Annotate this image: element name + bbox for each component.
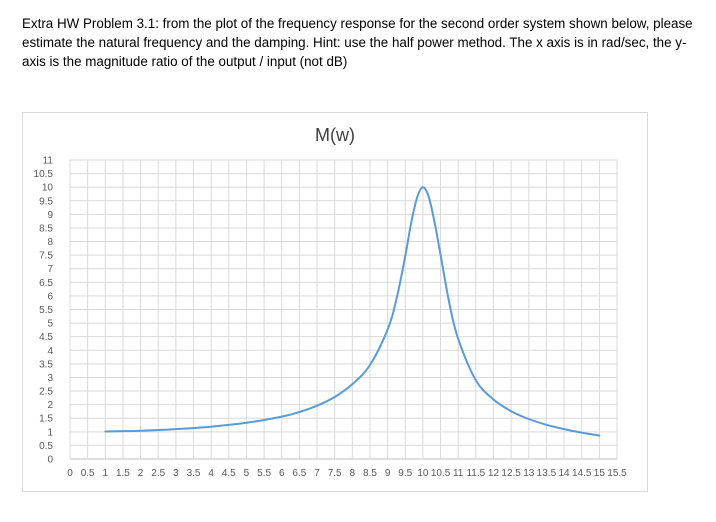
- x-tick-label: 7: [314, 468, 320, 479]
- x-tick-label: 2.5: [151, 468, 165, 479]
- y-tick-label: 3.5: [39, 359, 53, 370]
- y-tick-label: 10: [42, 183, 54, 194]
- y-axis-ticks: 0 0.5 1 1.5 2 2.5 3 3.5 4 4.5 5 5.5 6 6.5 7 7.5 8 8.5 9 9.5…: [34, 156, 54, 466]
- y-tick-label: 1: [47, 427, 53, 438]
- x-tick-label: 10.5: [431, 468, 451, 479]
- x-tick-label: 15.5: [607, 468, 627, 479]
- x-tick-label: 11.5: [466, 468, 485, 479]
- x-tick-label: 9: [385, 468, 391, 479]
- x-tick-label: 0.5: [81, 468, 95, 479]
- x-tick-label: 14.5: [572, 468, 592, 479]
- x-tick-label: 4.5: [222, 468, 236, 479]
- x-tick-label: 8.5: [363, 468, 377, 479]
- y-tick-label: 7.5: [39, 251, 53, 262]
- y-tick-label: 5.5: [39, 305, 53, 316]
- y-tick-label: 7: [47, 264, 53, 275]
- x-tick-label: 6.5: [292, 468, 306, 479]
- x-tick-label: 12: [488, 468, 500, 479]
- x-tick-label: 13: [523, 468, 535, 479]
- y-tick-label: 4.5: [39, 332, 53, 343]
- y-tick-label: 6: [47, 291, 53, 302]
- chart-title: M(w): [315, 125, 355, 145]
- y-tick-label: 2.5: [39, 387, 53, 398]
- x-tick-label: 4: [208, 468, 214, 479]
- x-tick-label: 3.5: [187, 468, 201, 479]
- y-tick-label: 2: [47, 400, 53, 411]
- y-tick-label: 3: [47, 373, 53, 384]
- y-tick-label: 9: [47, 210, 53, 221]
- x-tick-label: 9.5: [398, 468, 412, 479]
- grid-layer: [69, 159, 618, 460]
- y-tick-label: 0.5: [39, 441, 53, 452]
- x-axis-ticks: 0 0.5 1 1.5 2 2.5 3 3.5 4 4.5 5 5.5 6 6.5 7 7.5 8 8.5 9 9.5…: [67, 468, 627, 479]
- x-tick-label: 0: [67, 468, 73, 479]
- y-tick-label: 5: [47, 319, 53, 330]
- x-tick-label: 8: [350, 468, 356, 479]
- x-tick-label: 3: [173, 468, 179, 479]
- y-tick-label: 0: [47, 455, 53, 466]
- x-tick-label: 5.5: [257, 468, 271, 479]
- y-tick-label: 4: [47, 346, 53, 357]
- x-tick-label: 1: [103, 468, 109, 479]
- x-tick-label: 10: [417, 468, 429, 479]
- x-tick-label: 1.5: [116, 468, 130, 479]
- x-tick-label: 7.5: [328, 468, 342, 479]
- y-tick-label: 6.5: [39, 278, 53, 289]
- x-tick-label: 15: [594, 468, 606, 479]
- problem-statement: Extra HW Problem 3.1: from the plot of t…: [22, 16, 693, 69]
- series-layer: [104, 186, 601, 437]
- x-tick-label: 5: [244, 468, 250, 479]
- x-tick-label: 2: [138, 468, 144, 479]
- x-tick-label: 12.5: [501, 468, 521, 479]
- x-tick-label: 13.5: [537, 468, 557, 479]
- y-tick-label: 9.5: [39, 196, 53, 207]
- y-tick-label: 8: [47, 237, 53, 248]
- y-tick-label: 11: [43, 156, 54, 167]
- x-tick-label: 11: [453, 468, 464, 479]
- y-tick-label: 8.5: [39, 223, 53, 234]
- y-tick-label: 10.5: [34, 169, 54, 180]
- x-tick-label: 14: [559, 468, 571, 479]
- x-tick-label: 6: [279, 468, 285, 479]
- y-tick-label: 1.5: [39, 414, 53, 425]
- series-line: [104, 186, 601, 437]
